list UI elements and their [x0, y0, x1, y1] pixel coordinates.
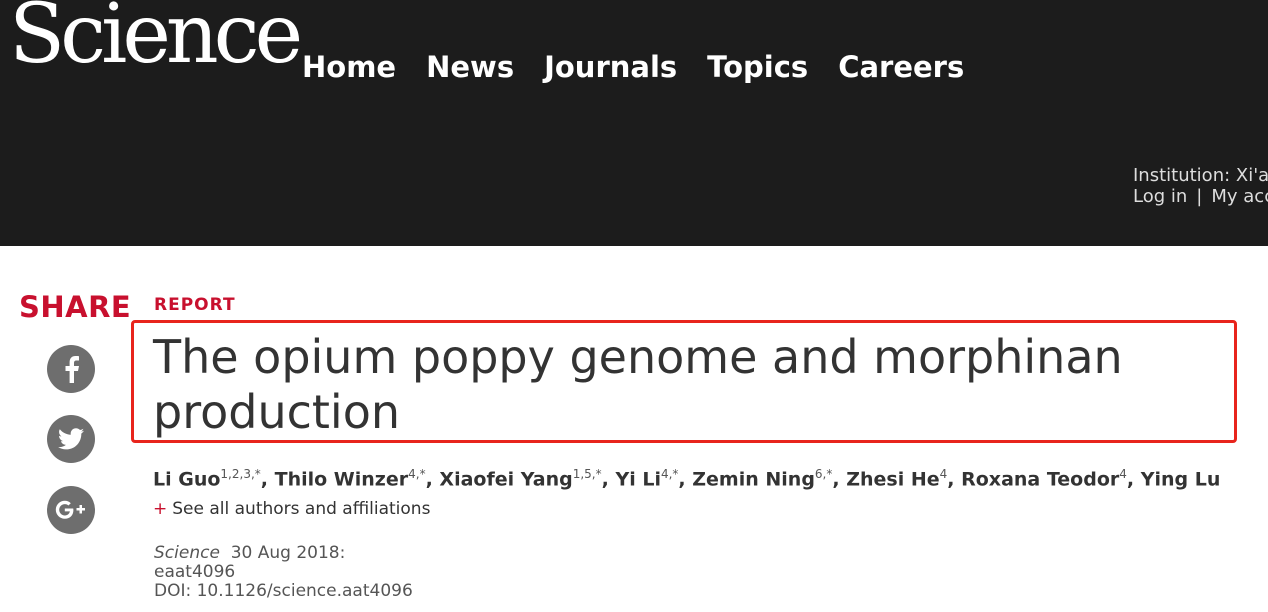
journal-name: Science	[154, 543, 220, 563]
see-all-authors-link[interactable]: + See all authors and affiliations	[153, 499, 430, 519]
site-header: Science Home News Journals Topics Career…	[0, 0, 1268, 246]
institution-label: Institution: Xi'an	[1133, 165, 1268, 186]
article-id: eaat4096	[154, 562, 236, 582]
science-logo[interactable]: Science	[9, 0, 303, 82]
citation-block: Science 30 Aug 2018: eaat4096 DOI: 10.11…	[154, 544, 413, 601]
author-name[interactable]: Zemin Ning	[692, 468, 815, 491]
author-affiliation[interactable]: 6,*	[814, 467, 833, 481]
author-name[interactable]: Ying Lu	[1140, 468, 1221, 491]
title-highlight-box	[131, 320, 1237, 443]
main-nav: Home News Journals Topics Careers	[302, 50, 964, 84]
institution-panel: Institution: Xi'an Log in | My acc	[1133, 165, 1268, 207]
doi[interactable]: DOI: 10.1126/science.aat4096	[154, 581, 413, 601]
article-title: The opium poppy genome and morphinan pro…	[153, 330, 1123, 439]
author-name[interactable]: Zhesi He	[846, 468, 940, 491]
google-plus-icon	[55, 500, 85, 519]
author-name[interactable]: Xiaofei Yang	[439, 468, 573, 491]
author-affiliation[interactable]: 4	[1119, 467, 1127, 481]
author-name[interactable]: Yi Li	[615, 468, 661, 491]
author-affiliation[interactable]: 1,2,3,*	[220, 467, 261, 481]
facebook-icon	[65, 356, 79, 383]
my-account-link[interactable]: My acc	[1211, 186, 1268, 207]
author-name[interactable]: Thilo Winzer	[274, 468, 409, 491]
author-affiliation[interactable]: 4	[939, 467, 948, 481]
article-type: REPORT	[154, 295, 236, 315]
plus-icon: +	[153, 499, 168, 519]
share-title: SHARE	[19, 290, 132, 324]
nav-journals[interactable]: Journals	[544, 50, 678, 84]
see-all-label: See all authors and affiliations	[172, 499, 431, 519]
author-name[interactable]: Li Guo	[153, 468, 221, 491]
nav-news[interactable]: News	[426, 50, 515, 84]
nav-careers[interactable]: Careers	[838, 50, 965, 84]
twitter-share-button[interactable]	[47, 415, 95, 463]
nav-home[interactable]: Home	[302, 50, 397, 84]
separator: |	[1196, 186, 1203, 207]
nav-topics[interactable]: Topics	[707, 50, 809, 84]
author-name[interactable]: Roxana Teodor	[961, 468, 1120, 491]
author-affiliation[interactable]: 4,*	[408, 467, 426, 481]
login-link[interactable]: Log in	[1133, 186, 1188, 207]
twitter-icon	[58, 428, 84, 450]
facebook-share-button[interactable]	[47, 345, 95, 393]
author-affiliation[interactable]: 1,5,*	[572, 467, 602, 481]
author-affiliation[interactable]: 4,*	[660, 467, 679, 481]
google-plus-share-button[interactable]	[47, 486, 95, 534]
publish-date: 30 Aug 2018:	[230, 543, 346, 563]
author-list: Li Guo1,2,3,*, Thilo Winzer4,*, Xiaofei …	[153, 467, 1221, 491]
